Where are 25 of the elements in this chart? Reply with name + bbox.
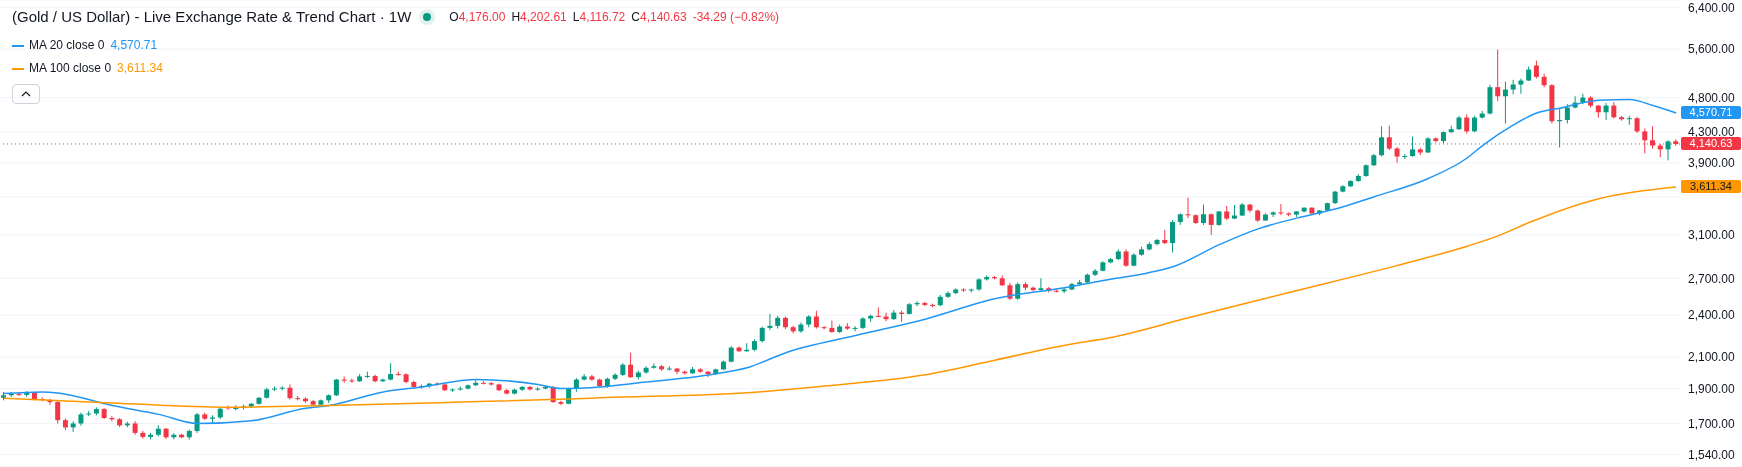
y-tick-label: 1,900.00 (1688, 381, 1736, 396)
y-tick-label: 1,700.00 (1688, 416, 1736, 431)
text: 3,611.34 (117, 61, 163, 75)
y-tick-label: 6,400.00 (1688, 0, 1736, 15)
y-tick-label: 3,100.00 (1688, 228, 1736, 243)
data-label: 4,570.71 (1681, 106, 1741, 120)
y-tick-label: 4,300.00 (1688, 125, 1736, 140)
legend-label: MA 20 close 0 (29, 37, 105, 54)
annotation: L4,116.72 (572, 9, 626, 24)
y-tick-label: 1,540.00 (1688, 447, 1736, 462)
data-label: 3,611.34 (1681, 180, 1741, 194)
y-tick-label: 2,700.00 (1688, 271, 1736, 286)
y-tick-label: 5,600.00 (1688, 42, 1736, 57)
annotation: -34.29 (−0.82%) (692, 9, 780, 24)
text: 4,570.71 (110, 38, 158, 52)
y-tick-label: 4,800.00 (1688, 90, 1736, 105)
legend-label: MA 100 close 0 (29, 60, 112, 77)
y-tick-label: 3,900.00 (1688, 156, 1736, 171)
annotation: H4,202.61 (511, 9, 567, 24)
y-tick-label: 2,100.00 (1688, 350, 1736, 365)
text: (Gold / US Dollar) - Live Exchange Rate & Trend Chart · 1W (12, 8, 412, 25)
ref-line-label: 4,140.63 (1681, 137, 1741, 151)
annotation: C4,140.63 (631, 9, 687, 24)
annotation: O4,176.00 (449, 9, 506, 24)
y-tick-label: 2,400.00 (1688, 308, 1736, 323)
